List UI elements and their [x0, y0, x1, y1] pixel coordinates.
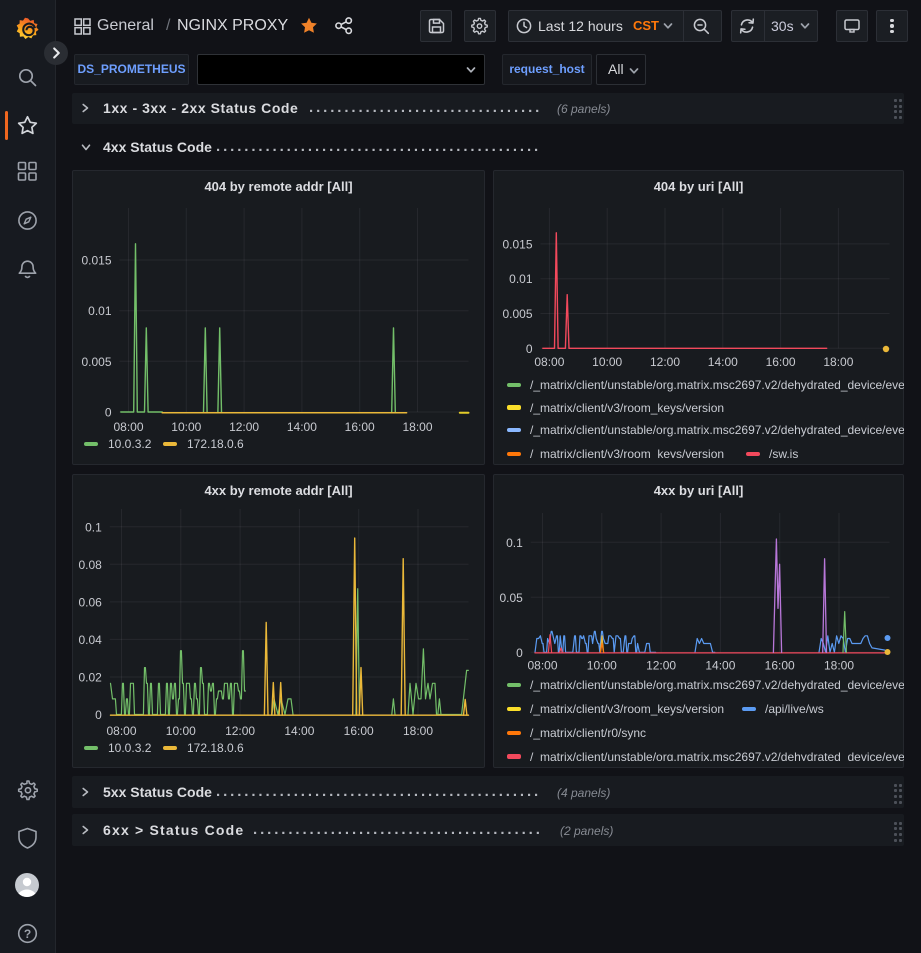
svg-text:18:00: 18:00: [402, 420, 432, 434]
svg-text:18:00: 18:00: [823, 355, 853, 369]
svg-text:0.1: 0.1: [506, 536, 523, 550]
svg-text:?: ?: [24, 927, 31, 941]
svg-text:0.005: 0.005: [81, 355, 111, 369]
svg-text:12:00: 12:00: [229, 420, 259, 434]
svg-text:18:00: 18:00: [824, 659, 854, 673]
svg-text:14:00: 14:00: [708, 355, 738, 369]
svg-text:10:00: 10:00: [587, 659, 617, 673]
svg-text:16:00: 16:00: [345, 420, 375, 434]
svg-text:0: 0: [526, 342, 533, 356]
svg-text:0: 0: [95, 708, 102, 722]
svg-text:0.05: 0.05: [499, 591, 523, 605]
svg-text:14:00: 14:00: [284, 724, 314, 738]
svg-text:0.015: 0.015: [502, 237, 532, 251]
svg-text:0.015: 0.015: [81, 254, 111, 268]
svg-text:0.01: 0.01: [88, 304, 112, 318]
svg-text:16:00: 16:00: [344, 724, 374, 738]
svg-text:0.08: 0.08: [78, 558, 102, 572]
svg-text:08:00: 08:00: [534, 355, 564, 369]
svg-text:0.04: 0.04: [78, 633, 102, 647]
svg-text:14:00: 14:00: [705, 659, 735, 673]
svg-text:0.06: 0.06: [78, 595, 102, 609]
svg-text:08:00: 08:00: [106, 724, 136, 738]
svg-text:08:00: 08:00: [113, 420, 143, 434]
svg-text:16:00: 16:00: [765, 659, 795, 673]
svg-text:12:00: 12:00: [650, 355, 680, 369]
svg-text:10:00: 10:00: [592, 355, 622, 369]
svg-text:0.005: 0.005: [502, 307, 532, 321]
svg-text:10:00: 10:00: [171, 420, 201, 434]
svg-text:18:00: 18:00: [403, 724, 433, 738]
svg-text:14:00: 14:00: [287, 420, 317, 434]
svg-text:0.02: 0.02: [78, 671, 102, 685]
svg-text:0: 0: [516, 646, 523, 660]
svg-text:10:00: 10:00: [166, 724, 196, 738]
svg-text:0.1: 0.1: [85, 520, 102, 534]
svg-text:0: 0: [105, 406, 112, 420]
svg-text:08:00: 08:00: [527, 659, 557, 673]
svg-text:12:00: 12:00: [225, 724, 255, 738]
svg-text:12:00: 12:00: [646, 659, 676, 673]
svg-text:16:00: 16:00: [766, 355, 796, 369]
svg-text:0.01: 0.01: [509, 272, 533, 286]
